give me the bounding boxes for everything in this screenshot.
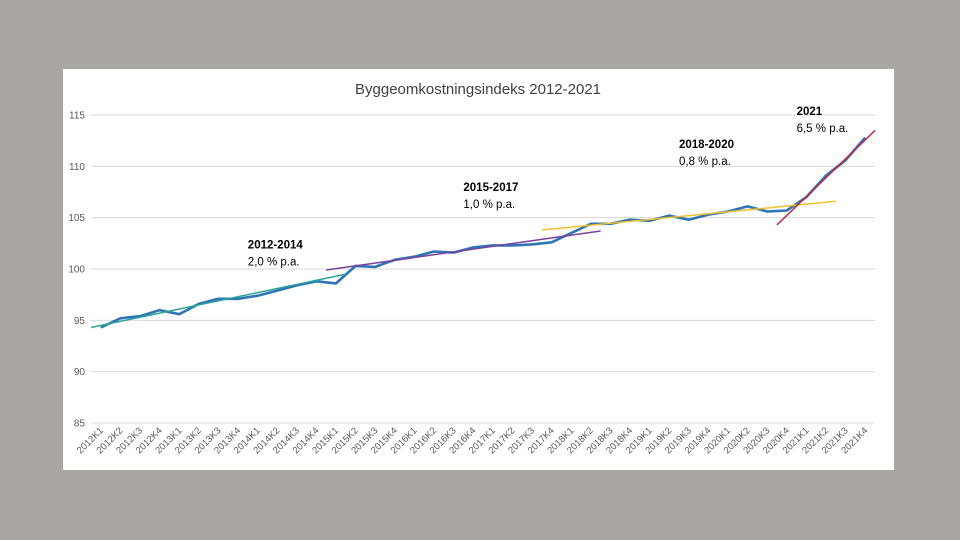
annotation-rate: 6,5 % p.a. [797, 123, 849, 135]
annotation-rate: 2,0 % p.a. [248, 256, 300, 268]
annotation-title: 2018-2020 [679, 139, 734, 151]
annotation-title: 2012-2014 [248, 239, 304, 251]
trendlines [90, 129, 876, 329]
line-chart: Byggeomkostningsindeks 2012-2021 85 90 95 1… [68, 81, 876, 456]
trendline [90, 273, 346, 329]
y-tick-label: 100 [68, 265, 85, 276]
y-tick-label: 90 [74, 367, 86, 378]
x-axis-ticks: 2012K12012K22012K32012K42013K12013K22013… [75, 425, 870, 456]
y-tick-label: 105 [68, 213, 85, 224]
annotation-title: 2015-2017 [463, 182, 518, 194]
annotation-title: 2021 [797, 106, 823, 118]
chart-panel: Byggeomkostningsindeks 2012-2021 85 90 95 1… [63, 69, 894, 470]
y-tick-label: 110 [69, 162, 85, 173]
annotation-rate: 1,0 % p.a. [463, 199, 515, 211]
trendline [326, 230, 601, 271]
annotations: 2012-2014 2,0 % p.a. 2015-2017 1,0 % p.a. 20… [248, 106, 849, 268]
y-tick-label: 85 [74, 419, 86, 430]
gridlines [91, 114, 875, 424]
y-tick-label: 95 [74, 316, 86, 327]
trendline [541, 200, 836, 231]
y-axis-ticks: 85 90 95 100 105 110 115 [68, 111, 85, 430]
chart-title: Byggeomkostningsindeks 2012-2021 [355, 81, 601, 98]
trendline [776, 129, 876, 226]
annotation-rate: 0,8 % p.a. [679, 156, 731, 168]
y-tick-label: 115 [69, 111, 85, 122]
